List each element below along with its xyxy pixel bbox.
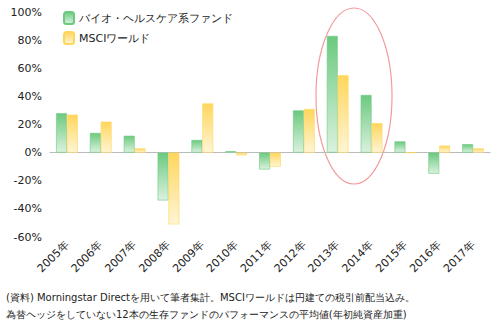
svg-text:2017年: 2017年 [441,238,478,275]
svg-text:100%: 100% [11,6,42,19]
svg-text:-60%: -60% [14,231,42,244]
svg-text:60%: 60% [18,62,42,75]
svg-text:20%: 20% [18,118,42,131]
svg-text:2006年: 2006年 [69,238,106,275]
svg-text:2005年: 2005年 [35,238,72,275]
svg-text:-20%: -20% [14,174,42,187]
svg-text:バイオ・ヘルスケア系ファンド: バイオ・ヘルスケア系ファンド [78,12,233,25]
svg-text:MSCIワールド: MSCIワールド [79,32,150,45]
svg-text:2015年: 2015年 [373,238,410,275]
svg-text:40%: 40% [18,90,42,103]
svg-text:2008年: 2008年 [136,238,173,275]
svg-text:2011年: 2011年 [238,238,275,275]
svg-text:2010年: 2010年 [204,238,241,275]
svg-text:2007年: 2007年 [102,238,139,275]
svg-text:2012年: 2012年 [272,238,309,275]
svg-text:0%: 0% [25,146,42,159]
svg-text:80%: 80% [18,34,42,47]
svg-text:-40%: -40% [14,202,42,215]
svg-text:2009年: 2009年 [170,238,207,275]
svg-text:2013年: 2013年 [306,238,343,275]
svg-text:(資料) Morningstar Directを用いて筆者集: (資料) Morningstar Directを用いて筆者集計。MSCIワールド… [6,292,415,303]
svg-text:2014年: 2014年 [339,238,376,275]
svg-text:2016年: 2016年 [407,238,444,275]
svg-text:為替ヘッジをしていない12本の生存ファンドのパフォーマンスの: 為替ヘッジをしていない12本の生存ファンドのパフォーマンスの平均値(年初純資産加… [6,309,407,320]
